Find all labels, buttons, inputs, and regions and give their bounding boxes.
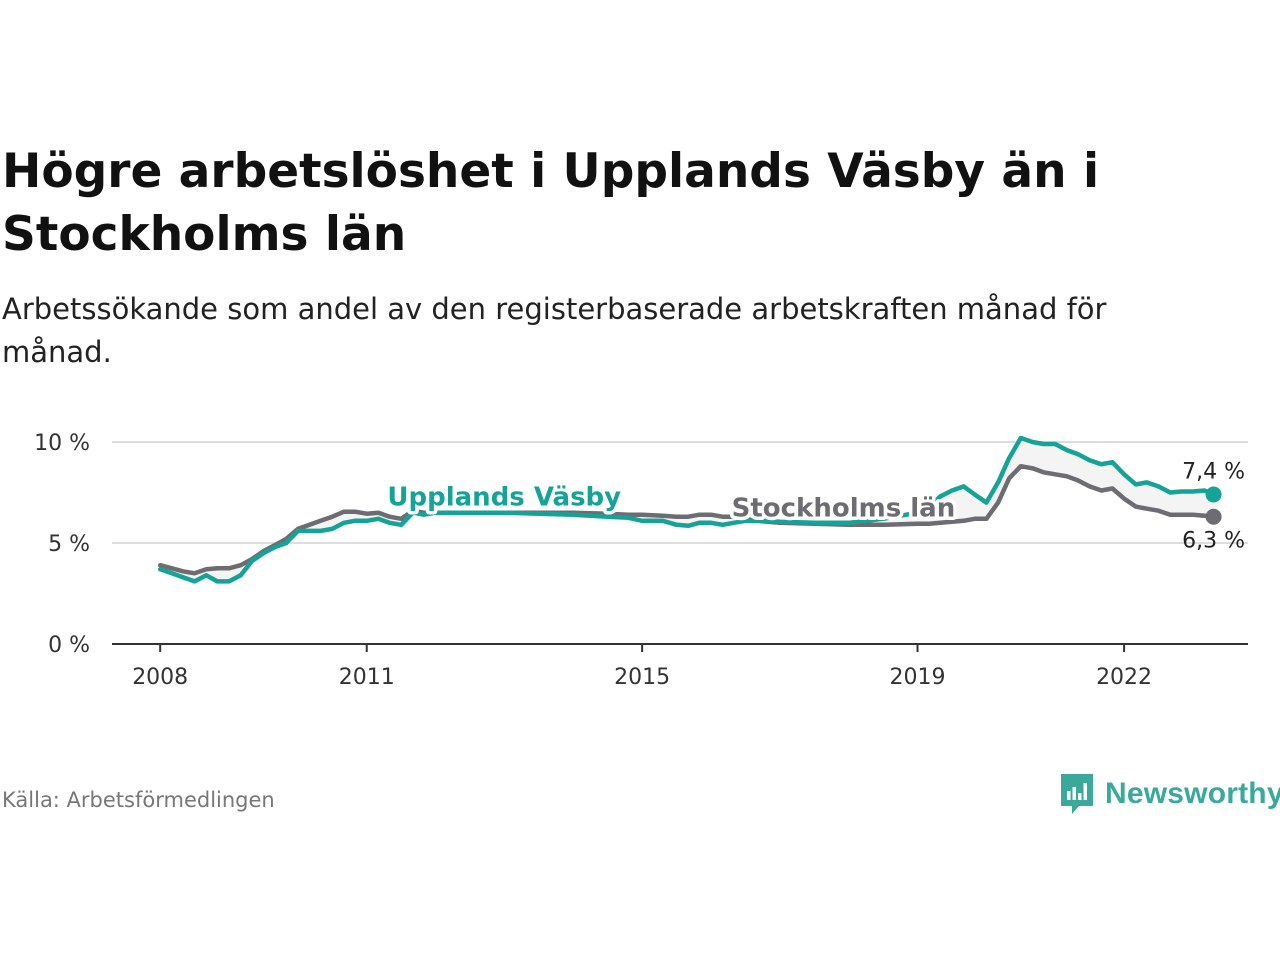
- x-axis: 2008 2011 2015 2019 2022: [112, 643, 1248, 690]
- x-tick-label: 2022: [1096, 665, 1152, 690]
- y-tick-label: 5 %: [48, 532, 90, 557]
- brand-name: Newsworthy: [1105, 777, 1280, 810]
- series-name-label: Stockholms län: [732, 494, 956, 524]
- x-tick-label: 2011: [339, 665, 395, 690]
- series-end-marker: [1205, 508, 1222, 525]
- source-note: Källa: Arbetsförmedlingen: [2, 788, 275, 812]
- x-tick-label: 2015: [614, 665, 670, 690]
- series-lines: [157, 435, 1216, 584]
- difference-band: [160, 437, 1214, 582]
- series-end-value-label: 7,4 %: [1182, 460, 1245, 485]
- series-name-label: Upplands Väsby: [387, 483, 621, 513]
- chart-subtitle: Arbetssökande som andel av den registerb…: [2, 292, 1107, 369]
- grid-lines: 0 % 5 % 10 %: [34, 431, 1248, 658]
- y-tick-label: 10 %: [34, 431, 90, 456]
- x-tick-label: 2008: [132, 665, 188, 690]
- newsworthy-logo-icon: [1061, 774, 1093, 814]
- difference-area: [160, 437, 1214, 582]
- series-line-upplands-vasby: [157, 435, 1216, 584]
- y-tick-label: 0 %: [48, 633, 90, 658]
- line-chart: 0 % 5 % 10 % 2008 2011 2015 2019 2022 Upplands…: [34, 431, 1248, 690]
- chart-labels: Upplands Väsby 7,4 % Stockholms län 6,3 %: [384, 460, 1245, 554]
- x-tick-label: 2019: [890, 665, 946, 690]
- series-end-value-label: 6,3 %: [1182, 529, 1245, 554]
- chart-title: Högre arbetslöshet i Upplands Väsby än i…: [2, 144, 1100, 262]
- series-end-marker: [1205, 486, 1222, 503]
- brand[interactable]: Newsworthy: [1059, 772, 1280, 816]
